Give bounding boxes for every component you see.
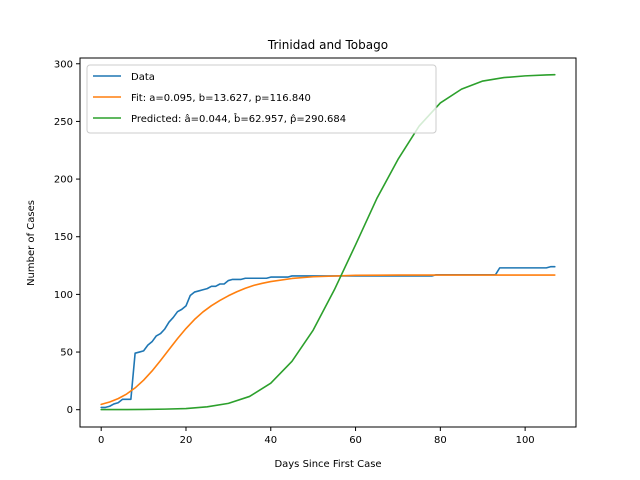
legend-box	[86, 64, 437, 134]
y-tick-label: 100	[54, 290, 73, 301]
y-tick-label: 300	[54, 59, 73, 70]
x-tick-label: 60	[349, 435, 362, 446]
y-tick-label: 200	[54, 175, 73, 186]
x-tick-label: 40	[264, 435, 277, 446]
legend: Data Fit: a=0.095, b=13.627, p=116.840 Pre…	[86, 64, 437, 134]
x-tick-label: 0	[98, 435, 104, 446]
x-tick-label: 100	[516, 435, 535, 446]
y-tick-label: 0	[67, 405, 73, 416]
x-tick-label: 20	[180, 435, 193, 446]
y-tick-label: 50	[60, 348, 73, 359]
y-axis-label: Number of Cases	[26, 200, 37, 286]
predicted-series-line	[100, 73, 556, 411]
x-axis: 0 20 40 60 80 100	[98, 427, 535, 446]
x-tick-label: 80	[434, 435, 447, 446]
y-tick-label: 150	[54, 232, 73, 243]
series-layer	[100, 73, 556, 411]
fit-series-line	[100, 274, 556, 406]
y-tick-label: 250	[54, 117, 73, 128]
legend-entry-predicted: Predicted: â=0.044, b̂=62.957, p̂=290.68…	[131, 112, 346, 125]
legend-entry-data: Data	[131, 72, 155, 83]
chart-title: Trinidad and Tobago	[267, 38, 388, 52]
legend-entry-fit: Fit: a=0.095, b=13.627, p=116.840	[131, 93, 311, 104]
plot-frame	[79, 57, 577, 428]
x-axis-label: Days Since First Case	[274, 459, 381, 470]
y-axis: 0 50 100 150 200 250 300	[54, 59, 80, 416]
